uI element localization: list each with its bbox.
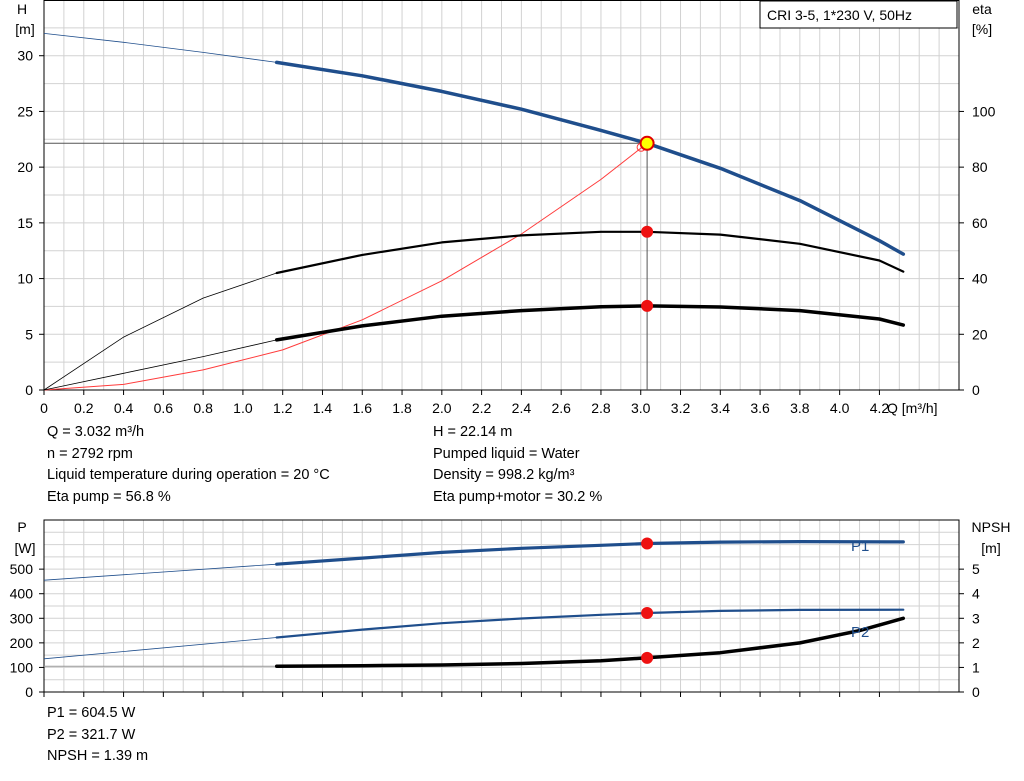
x-tick-label: 2.0 [432, 400, 452, 416]
x-tick-label: 3.2 [671, 400, 691, 416]
power-axis-label: P [17, 519, 26, 535]
x-tick-label: 3.0 [631, 400, 651, 416]
x-tick-label: 0.8 [193, 400, 213, 416]
x-axis-label: Q [m³/h] [887, 400, 938, 416]
y-tick-label-right: 3 [972, 610, 980, 626]
head-plot-frame [43, 0, 960, 391]
x-tick-label: 0.2 [74, 400, 94, 416]
power-duty-point-marker [641, 537, 654, 550]
operating-info-right: H = 22.14 m Pumped liquid = Water Densit… [433, 422, 602, 508]
npsh-axis-label-unit: [m] [981, 540, 1000, 556]
flow-value: Q = 3.032 m³/h [47, 424, 145, 440]
y-tick-label-right: 80 [972, 159, 988, 175]
y-tick-label-left: 400 [10, 586, 34, 602]
head-curve [274, 60, 906, 256]
x-tick-label: 0.6 [154, 400, 174, 416]
y-axis-label-left-unit: [m] [15, 21, 34, 37]
x-tick-label: 4.2 [870, 400, 890, 416]
y-tick-label-left: 10 [17, 271, 33, 287]
npsh-curve [274, 616, 906, 668]
liquid-temperature-value: Liquid temperature during operation = 20… [47, 467, 330, 483]
power-plot-frame [43, 519, 960, 693]
y-tick-label-right: 0 [972, 684, 980, 700]
x-tick-label: 3.4 [711, 400, 731, 416]
x-tick-label: 0.4 [114, 400, 134, 416]
power-duty-point-marker [641, 651, 654, 664]
eta-pump-curve-extrapolated [43, 272, 277, 391]
y-tick-label-right: 4 [972, 586, 980, 602]
model-box [759, 0, 958, 29]
power-info: P1 = 604.5 W P2 = 321.7 W NPSH = 1.39 m [47, 703, 148, 768]
y-tick-label-left: 15 [17, 215, 33, 231]
y-tick-label-left: 5 [25, 326, 33, 342]
pumped-liquid-value: Pumped liquid = Water [433, 445, 580, 462]
p2-series-label: P2 [851, 624, 869, 641]
eta-pump-curve [275, 230, 905, 275]
duty-point-marker [641, 225, 654, 238]
y-tick-label-left: 20 [17, 159, 33, 175]
x-tick-label: 1.8 [392, 400, 412, 416]
y-tick-label-right: 40 [972, 271, 988, 287]
density-value: Density = 998.2 kg/m³ [433, 467, 575, 483]
y-tick-label-left: 25 [17, 103, 33, 119]
system-curve [43, 142, 648, 391]
y-tick-label-left: 30 [17, 48, 33, 64]
y-tick-label-right: 1 [972, 659, 980, 675]
y-tick-label-left: 500 [10, 561, 34, 577]
y-tick-label-left: 0 [25, 382, 33, 398]
head-value: H = 22.14 m [433, 424, 513, 440]
eta-pump-motor-curve [274, 304, 906, 342]
y-tick-label-left: 200 [10, 635, 34, 651]
p1-series-label: P1 [851, 538, 869, 555]
npsh-axis-label: NPSH [972, 519, 1011, 535]
x-tick-label: 4.0 [830, 400, 850, 416]
head-curve-extrapolated [43, 33, 277, 63]
y-tick-label-right: 2 [972, 635, 980, 651]
y-tick-label-left: 0 [25, 684, 33, 700]
x-tick-label: 3.8 [790, 400, 810, 416]
p2-curve [275, 608, 905, 639]
p2-value: P2 = 321.7 W [47, 726, 136, 743]
speed-value: n = 2792 rpm [47, 445, 133, 462]
y-tick-label-right: 0 [972, 382, 980, 398]
p1-value: P1 = 604.5 W [47, 705, 136, 721]
y-tick-label-right: 60 [972, 215, 988, 231]
x-tick-label: 1.6 [353, 400, 373, 416]
eta-pump-motor-value: Eta pump+motor = 30.2 % [433, 488, 603, 505]
y-tick-label-left: 300 [10, 610, 34, 626]
model-label: CRI 3-5, 1*230 V, 50Hz [767, 7, 912, 23]
p1-curve-extrapolated [43, 563, 277, 581]
npsh-value: NPSH = 1.39 m [47, 748, 149, 764]
operating-point-marker [639, 135, 655, 151]
p2-curve-extrapolated [43, 637, 277, 660]
power-duty-point-marker [641, 606, 654, 619]
y-axis-label-left: H [17, 1, 27, 17]
x-tick-label: 0 [40, 400, 48, 416]
x-tick-label: 3.6 [750, 400, 770, 416]
y-axis-label-right-unit: [%] [972, 21, 992, 37]
eta-pump-motor-curve-extrapolated [43, 339, 277, 391]
y-tick-label-left: 100 [10, 659, 34, 675]
duty-point-marker [641, 299, 654, 312]
x-tick-label: 2.4 [512, 400, 532, 416]
y-tick-label-right: 20 [972, 326, 988, 342]
operating-info-left: Q = 3.032 m³/h n = 2792 rpm Liquid tempe… [47, 422, 330, 508]
x-tick-label: 2.6 [551, 400, 571, 416]
x-tick-label: 2.8 [591, 400, 611, 416]
x-tick-label: 2.2 [472, 400, 492, 416]
y-tick-label-right: 100 [972, 103, 996, 119]
x-tick-label: 1.4 [313, 400, 333, 416]
x-tick-label: 1.2 [273, 400, 293, 416]
p1-curve [275, 540, 905, 566]
eta-pump-value: Eta pump = 56.8 % [47, 488, 171, 505]
x-tick-label: 1.0 [233, 400, 253, 416]
y-axis-label-right: eta [972, 1, 992, 17]
y-tick-label-right: 5 [972, 561, 980, 577]
power-axis-label-unit: [W] [15, 540, 36, 556]
